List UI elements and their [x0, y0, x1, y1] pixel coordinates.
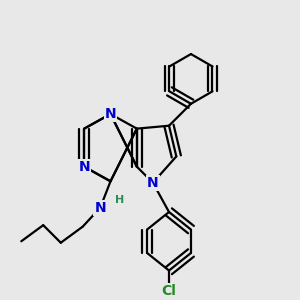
- Text: H: H: [115, 195, 124, 205]
- Text: N: N: [94, 201, 106, 214]
- Text: N: N: [147, 176, 159, 190]
- Text: Cl: Cl: [162, 284, 176, 298]
- Text: N: N: [78, 160, 90, 174]
- Text: N: N: [105, 107, 116, 121]
